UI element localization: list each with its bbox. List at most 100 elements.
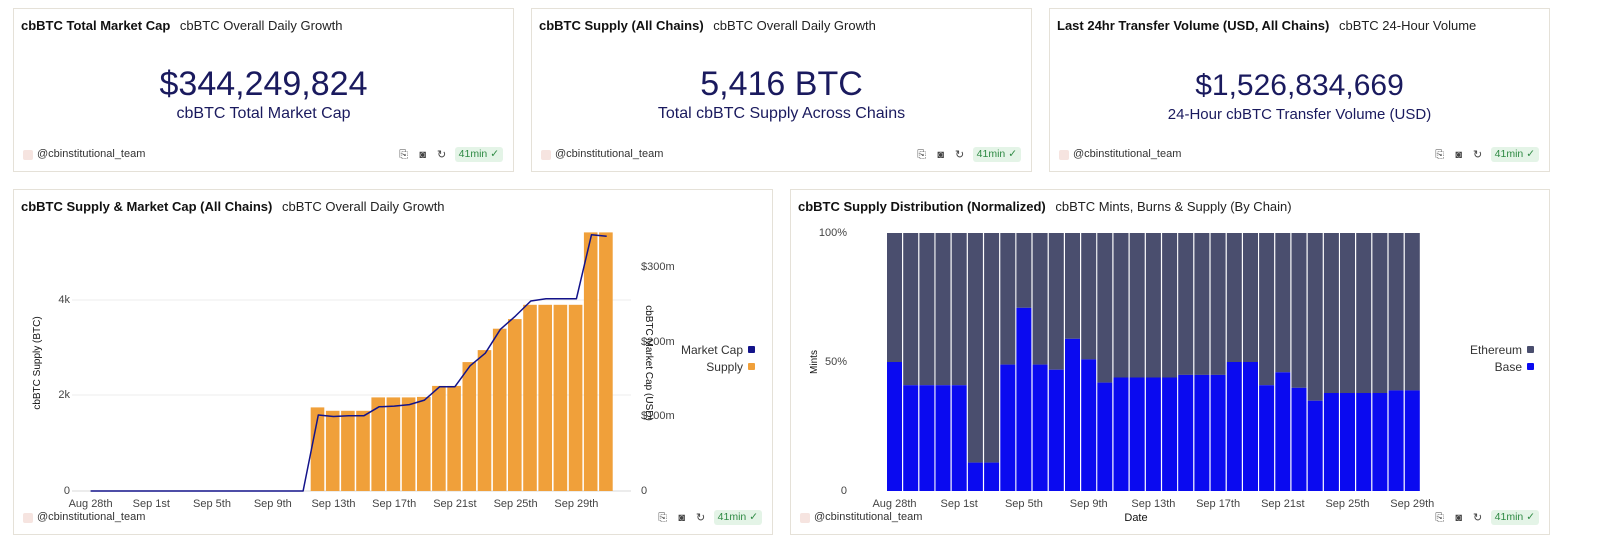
supply-value: 5,416 BTC: [700, 65, 863, 103]
avatar[interactable]: [541, 150, 551, 160]
card-title[interactable]: Last 24hr Transfer Volume (USD, All Chai…: [1057, 18, 1330, 33]
refresh-icon[interactable]: ↻: [1473, 148, 1483, 161]
supply-bar: [341, 410, 355, 491]
ethereum-bar: [1243, 233, 1258, 362]
card-footer: @cbinstitutional_team ⎘ ◙ ↻ 41min ✓: [23, 510, 762, 526]
refresh-icon[interactable]: ↻: [696, 511, 706, 524]
distribution-bars: [887, 233, 1420, 491]
market-cap-line: [90, 233, 607, 492]
card-subtitle[interactable]: cbBTC Overall Daily Growth: [713, 18, 876, 33]
market-cap-value: $344,249,824: [159, 65, 368, 103]
refresh-badge[interactable]: 41min ✓: [1490, 510, 1539, 525]
embed-icon[interactable]: ⎘: [399, 148, 409, 161]
check-circle-icon: ✓: [749, 511, 758, 523]
base-bar: [1259, 385, 1275, 491]
x-tick-label: Sep 17th: [372, 498, 416, 510]
volume-card: Last 24hr Transfer Volume (USD, All Chai…: [1049, 8, 1550, 172]
volume-label: 24-Hour cbBTC Transfer Volume (USD): [1167, 106, 1432, 123]
embed-icon[interactable]: ⎘: [1435, 148, 1445, 161]
refresh-badge[interactable]: 41min ✓: [1490, 147, 1539, 162]
x-tick-label: Sep 21st: [433, 498, 476, 510]
ethereum-bar: [1145, 233, 1161, 378]
refresh-icon[interactable]: ↻: [437, 148, 447, 161]
base-bar: [1016, 307, 1032, 491]
base-bar: [1356, 393, 1372, 491]
base-bar: [984, 462, 1000, 491]
base-bar: [1243, 362, 1258, 491]
ethereum-bar: [1372, 233, 1388, 393]
base-bar: [887, 362, 902, 491]
embed-icon[interactable]: ⎘: [1435, 511, 1445, 524]
supply-bar: [508, 319, 522, 491]
supply-bar: [568, 304, 583, 491]
ethereum-bar: [919, 233, 935, 386]
card-title[interactable]: cbBTC Total Market Cap: [21, 18, 171, 33]
refresh-badge[interactable]: 41min ✓: [454, 147, 503, 162]
y2-tick-label: $100m: [641, 410, 675, 422]
author-link[interactable]: @cbinstitutional_team: [555, 148, 664, 160]
legend-supply-label[interactable]: Supply: [706, 360, 743, 374]
ethereum-bar: [887, 233, 902, 362]
supply-bar: [538, 304, 552, 491]
ethereum-bar: [1129, 233, 1145, 378]
camera-icon[interactable]: ◙: [1455, 148, 1462, 161]
refresh-badge[interactable]: 41min ✓: [972, 147, 1021, 162]
base-bar: [1048, 369, 1064, 491]
supply-bar: [325, 410, 340, 491]
avatar[interactable]: [1059, 150, 1069, 160]
refresh-badge[interactable]: 41min ✓: [713, 510, 762, 525]
legend-ethereum-label[interactable]: Ethereum: [1470, 343, 1522, 357]
refresh-icon[interactable]: ↻: [1473, 511, 1483, 524]
y-tick-label: 4k: [58, 294, 70, 306]
supply-label: Total cbBTC Supply Across Chains: [657, 105, 906, 122]
author-link[interactable]: @cbinstitutional_team: [37, 148, 146, 160]
card-header: Last 24hr Transfer Volume (USD, All Chai…: [1057, 18, 1476, 33]
camera-icon[interactable]: ◙: [1455, 511, 1462, 524]
base-bar: [1226, 362, 1242, 491]
legend-base-label[interactable]: Base: [1495, 360, 1523, 374]
check-circle-icon: ✓: [1526, 511, 1535, 523]
ethereum-bar: [1340, 233, 1355, 393]
supply-bar: [310, 407, 325, 491]
camera-icon[interactable]: ◙: [937, 148, 944, 161]
card-subtitle[interactable]: cbBTC Mints, Burns & Supply (By Chain): [1055, 199, 1292, 214]
card-subtitle[interactable]: cbBTC Overall Daily Growth: [179, 18, 343, 33]
avatar[interactable]: [23, 513, 33, 523]
legend-market-cap-swatch: [748, 346, 755, 353]
supply-market-cap-chart: Aug 28th Sep 1st Sep 5th Sep 9th Sep 13th Sep…: [32, 232, 755, 510]
avatar[interactable]: [800, 513, 810, 523]
author-link[interactable]: @cbinstitutional_team: [37, 511, 146, 523]
camera-icon[interactable]: ◙: [678, 511, 685, 524]
supply-bars: [310, 232, 613, 491]
volume-value: $1,526,834,669: [1195, 69, 1404, 102]
ethereum-bar: [1016, 233, 1032, 308]
ethereum-bar: [1210, 233, 1226, 375]
embed-icon[interactable]: ⎘: [917, 148, 927, 161]
base-bar: [1291, 387, 1307, 491]
card-subtitle[interactable]: cbBTC 24-Hour Volume: [1338, 18, 1477, 33]
avatar[interactable]: [23, 150, 33, 160]
card-subtitle[interactable]: cbBTC Overall Daily Growth: [282, 199, 445, 214]
ethereum-bar: [984, 233, 1000, 463]
base-bar: [1032, 364, 1048, 491]
market-cap-label: cbBTC Total Market Cap: [176, 105, 351, 122]
ethereum-bar: [903, 233, 919, 386]
ethereum-bar: [1323, 233, 1339, 393]
card-footer: @cbinstitutional_team ⎘ ◙ ↻ 41min ✓: [800, 510, 1539, 526]
card-title[interactable]: cbBTC Supply & Market Cap (All Chains): [21, 199, 273, 214]
base-bar: [903, 385, 919, 491]
ethereum-bar: [1291, 233, 1307, 388]
card-title[interactable]: cbBTC Supply (All Chains): [539, 18, 704, 33]
embed-icon[interactable]: ⎘: [658, 511, 668, 524]
author-link[interactable]: @cbinstitutional_team: [814, 511, 923, 523]
supply-bar: [599, 232, 613, 491]
base-bar: [1129, 377, 1145, 491]
legend-market-cap-label[interactable]: Market Cap: [681, 343, 743, 357]
chart-axes: Aug 28th Sep 1st Sep 5th Sep 9th Sep 13th Sep…: [69, 498, 599, 510]
ethereum-bar: [1097, 233, 1113, 383]
camera-icon[interactable]: ◙: [419, 148, 426, 161]
refresh-icon[interactable]: ↻: [955, 148, 965, 161]
card-title[interactable]: cbBTC Supply Distribution (Normalized): [798, 199, 1046, 214]
author-link[interactable]: @cbinstitutional_team: [1073, 148, 1182, 160]
supply-bar: [417, 396, 431, 491]
